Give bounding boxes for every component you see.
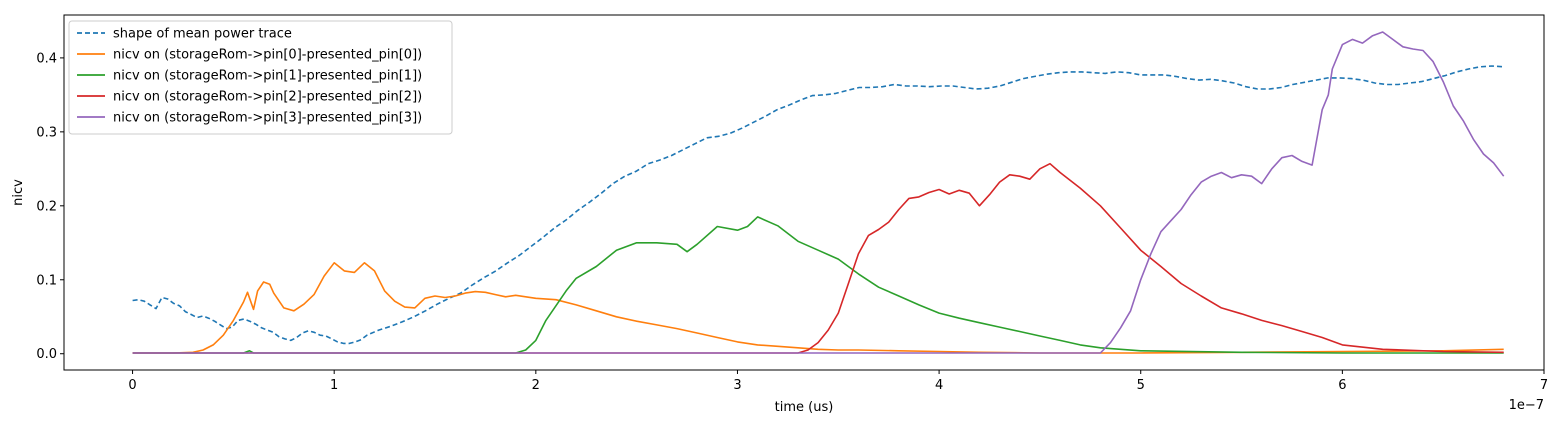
y-axis-label: nicv <box>11 179 26 206</box>
legend-entry-label: nicv on (storageRom->pin[3]-presented_pi… <box>113 111 422 126</box>
y-tick-label: 0.1 <box>36 273 57 288</box>
series-line-2 <box>132 216 1504 354</box>
series-line-1 <box>132 262 1504 354</box>
x-tick-label: 0 <box>128 378 136 393</box>
legend-entry-label: nicv on (storageRom->pin[0]-presented_pi… <box>113 48 422 63</box>
series-line-3 <box>132 162 1504 354</box>
y-tick-label: 0.2 <box>36 199 57 214</box>
plot-frame <box>63 14 1545 371</box>
x-tick-label: 2 <box>532 378 540 393</box>
y-tick-label: 0.0 <box>36 347 57 362</box>
x-axis-ticks: 0 1 2 3 4 5 6 7 <box>128 370 1548 393</box>
x-axis-offset-label: 1e−7 <box>1509 398 1544 413</box>
x-tick-label: 1 <box>330 378 338 393</box>
legend-entry-label: shape of mean power trace <box>113 27 292 42</box>
x-tick-label: 4 <box>935 378 943 393</box>
plot-area <box>63 14 1545 371</box>
legend: shape of mean power trace nicv on (storag… <box>68 20 453 135</box>
y-tick-label: 0.3 <box>36 125 57 140</box>
x-tick-label: 6 <box>1338 378 1346 393</box>
x-tick-label: 3 <box>733 378 741 393</box>
y-tick-label: 0.4 <box>36 51 57 66</box>
series-line-4 <box>132 31 1505 354</box>
series-line-0 <box>132 65 1504 345</box>
x-axis-label: time (us) <box>775 400 834 415</box>
x-tick-label: 5 <box>1137 378 1145 393</box>
y-axis-ticks: 0.0 0.1 0.2 0.3 0.4 <box>36 51 64 362</box>
legend-entry-label: nicv on (storageRom->pin[1]-presented_pi… <box>113 69 422 84</box>
x-tick-label: 7 <box>1540 378 1548 393</box>
legend-entry-label: nicv on (storageRom->pin[2]-presented_pi… <box>113 90 422 105</box>
legend-box <box>68 20 453 135</box>
series-lines <box>132 31 1505 354</box>
